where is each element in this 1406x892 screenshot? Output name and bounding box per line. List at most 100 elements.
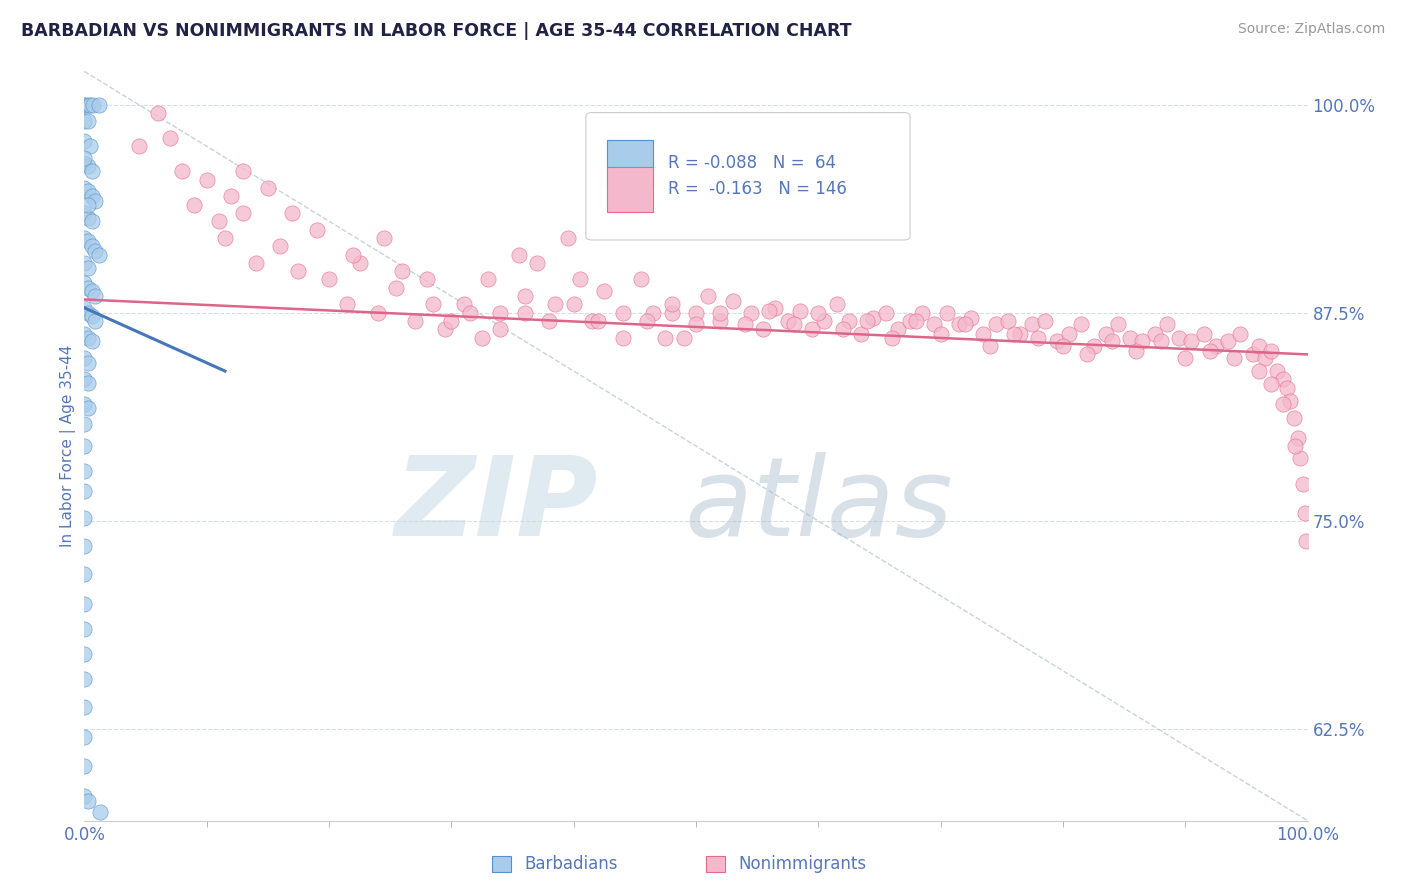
Point — [77, 159, 100, 173]
Point — [77, 97, 100, 112]
FancyBboxPatch shape — [606, 167, 654, 212]
Point — [281, 206, 304, 220]
Point — [80, 239, 103, 253]
Point — [84, 244, 107, 259]
Point — [73, 97, 96, 112]
Point — [1289, 450, 1312, 465]
Point — [568, 272, 591, 286]
Point — [342, 247, 364, 261]
Point — [1094, 327, 1116, 342]
Point — [1033, 314, 1056, 328]
Point — [661, 297, 683, 311]
Point — [630, 272, 652, 286]
Point — [195, 172, 218, 186]
Point — [831, 322, 853, 336]
Point — [1295, 533, 1317, 548]
Point — [1198, 344, 1220, 359]
Point — [489, 322, 512, 336]
Point — [336, 297, 359, 311]
Point — [73, 789, 96, 803]
Point — [1125, 344, 1147, 359]
Point — [1223, 351, 1246, 365]
Point — [1284, 439, 1306, 453]
Point — [862, 310, 884, 325]
Point — [948, 318, 970, 332]
Point — [557, 231, 579, 245]
Point — [849, 327, 872, 342]
Point — [538, 314, 561, 328]
Point — [73, 417, 96, 432]
Point — [508, 247, 530, 261]
Point — [458, 306, 481, 320]
Point — [73, 672, 96, 686]
Point — [752, 322, 775, 336]
Point — [232, 206, 254, 220]
Point — [77, 401, 100, 415]
Point — [77, 306, 100, 320]
Point — [232, 164, 254, 178]
Point — [526, 256, 548, 270]
Point — [776, 314, 799, 328]
FancyBboxPatch shape — [586, 112, 910, 240]
Point — [208, 214, 231, 228]
Point — [783, 318, 806, 332]
Point — [77, 331, 100, 345]
Point — [960, 310, 983, 325]
Point — [1247, 364, 1270, 378]
Point — [924, 318, 946, 332]
Point — [1216, 334, 1239, 348]
Text: atlas: atlas — [683, 452, 953, 559]
Point — [1076, 347, 1098, 361]
Point — [73, 758, 96, 772]
Point — [856, 314, 879, 328]
Point — [89, 805, 111, 820]
FancyBboxPatch shape — [606, 140, 654, 186]
Point — [581, 314, 603, 328]
Point — [1028, 331, 1050, 345]
Point — [183, 197, 205, 211]
Point — [367, 306, 389, 320]
Point — [1156, 318, 1178, 332]
Point — [73, 439, 96, 453]
Point — [416, 272, 439, 286]
Point — [1070, 318, 1092, 332]
Point — [80, 189, 103, 203]
Point — [453, 297, 475, 311]
Point — [697, 289, 720, 303]
Point — [1192, 327, 1215, 342]
Point — [825, 297, 848, 311]
Point — [77, 376, 100, 390]
Point — [87, 97, 110, 112]
Point — [838, 314, 860, 328]
Point — [1101, 334, 1123, 348]
Point — [672, 331, 695, 345]
Point — [685, 306, 707, 320]
Point — [513, 306, 536, 320]
Point — [972, 327, 994, 342]
Point — [898, 314, 921, 328]
Point — [984, 318, 1007, 332]
Text: R = -0.088   N =  64: R = -0.088 N = 64 — [668, 154, 835, 172]
Point — [77, 356, 100, 370]
Point — [318, 272, 340, 286]
Text: Barbadians: Barbadians — [524, 855, 619, 873]
Point — [875, 306, 897, 320]
Point — [214, 231, 236, 245]
Point — [80, 284, 103, 298]
Point — [80, 334, 103, 348]
Point — [73, 181, 96, 195]
Point — [1282, 410, 1305, 425]
Point — [1229, 327, 1251, 342]
Point — [73, 539, 96, 553]
Point — [73, 622, 96, 636]
Point — [73, 731, 96, 745]
Point — [73, 567, 96, 582]
Point — [544, 297, 567, 311]
Point — [79, 139, 101, 153]
Point — [73, 700, 96, 714]
Point — [373, 231, 395, 245]
Point — [73, 597, 96, 611]
Point — [73, 114, 96, 128]
Point — [73, 156, 96, 170]
Point — [1265, 364, 1288, 378]
